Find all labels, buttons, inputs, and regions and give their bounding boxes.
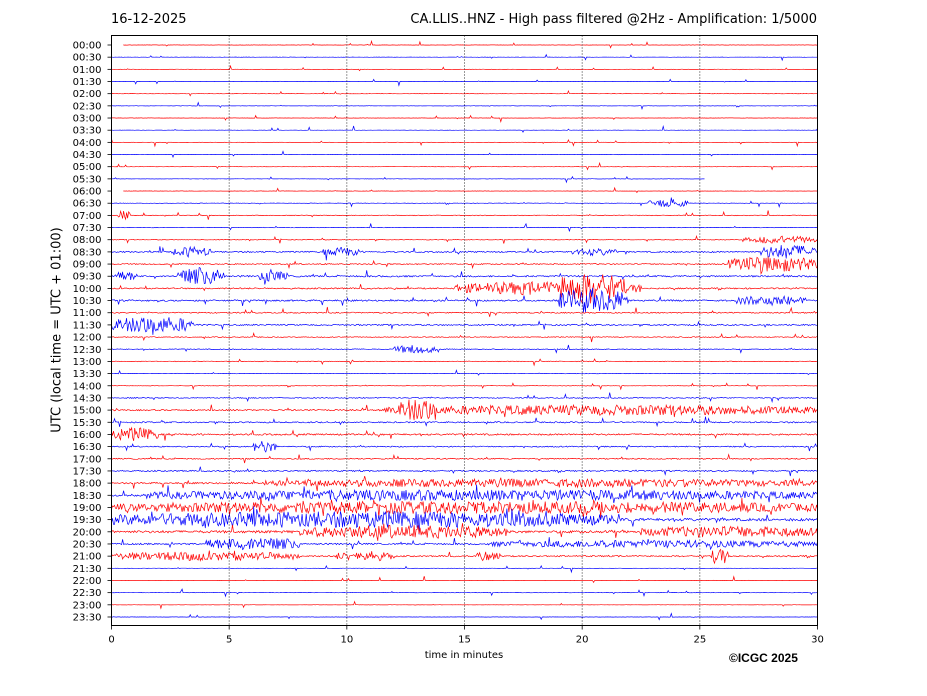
trace-0530 — [111, 175, 705, 184]
trace-1100 — [111, 306, 818, 317]
y-tick-label: 16:30 — [73, 442, 102, 453]
trace-1430 — [111, 392, 818, 404]
y-tick-label: 15:30 — [73, 418, 102, 429]
y-tick-label: 10:30 — [73, 296, 102, 307]
y-tick-label: 00:30 — [73, 53, 102, 64]
trace-2230 — [111, 588, 818, 598]
x-tick-label: 25 — [693, 635, 706, 646]
y-tick-label: 15:00 — [73, 406, 102, 417]
y-tick-label: 07:00 — [73, 211, 102, 222]
y-tick-label: 11:30 — [73, 320, 102, 331]
y-tick-label: 01:00 — [73, 65, 102, 76]
y-tick-label: 13:30 — [73, 369, 102, 380]
y-tick-label: 16:00 — [73, 430, 102, 441]
x-tick-labels: 0 5 10 15 20 25 30 — [108, 625, 824, 646]
y-tick-label: 03:00 — [73, 114, 102, 125]
trace-0500 — [111, 161, 818, 171]
y-tick-label: 18:00 — [73, 479, 102, 490]
y-tick-label: 17:00 — [73, 454, 102, 465]
y-tick-label: 04:30 — [73, 150, 102, 161]
y-tick-label: 06:00 — [73, 187, 102, 198]
y-tick-label: 21:30 — [73, 564, 102, 575]
trace-1600 — [111, 426, 818, 442]
trace-1530 — [111, 416, 818, 428]
trace-2100 — [111, 548, 818, 565]
y-tick-label: 18:30 — [73, 491, 102, 502]
y-tick-label: 11:00 — [73, 308, 102, 319]
y-tick-label: 10:00 — [73, 284, 102, 295]
copyright-label: ©ICGC 2025 — [729, 651, 798, 665]
y-tick-label: 05:30 — [73, 174, 102, 185]
y-tick-label: 08:00 — [73, 235, 102, 246]
trace-2030 — [111, 537, 818, 551]
trace-0100 — [111, 64, 818, 72]
y-tick-label: 13:00 — [73, 357, 102, 368]
y-tick-label: 20:30 — [73, 539, 102, 550]
grid-lines — [228, 35, 701, 626]
y-tick-label: 23:30 — [73, 612, 102, 623]
trace-0000 — [123, 39, 818, 49]
trace-1830 — [111, 484, 818, 504]
trace-0200 — [111, 90, 818, 97]
y-tick-label: 17:30 — [73, 466, 102, 477]
y-tick-label: 21:00 — [73, 552, 102, 563]
chart-title: CA.LLIS..HNZ - High pass filtered @2Hz -… — [410, 12, 817, 27]
y-tick-label: 19:30 — [73, 515, 102, 526]
y-tick-label: 02:00 — [73, 89, 102, 100]
trace-0400 — [111, 138, 818, 148]
trace-1230 — [111, 344, 818, 354]
y-tick-label: 12:00 — [73, 333, 102, 344]
y-tick-label: 00:00 — [73, 41, 102, 52]
trace-1400 — [111, 382, 818, 391]
trace-0300 — [111, 114, 818, 124]
trace-2200 — [111, 575, 818, 584]
trace-0930 — [111, 266, 818, 285]
y-tick-label: 22:30 — [73, 588, 102, 599]
y-tick-label: 02:30 — [73, 101, 102, 112]
trace-2300 — [111, 600, 818, 610]
y-tick-label: 06:30 — [73, 199, 102, 210]
trace-1300 — [111, 358, 818, 367]
trace-2330 — [111, 612, 818, 621]
x-tick-label: 10 — [340, 635, 353, 646]
trace-1900 — [111, 497, 818, 519]
y-tick-label: 09:00 — [73, 260, 102, 271]
x-tick-label: 5 — [226, 635, 232, 646]
trace-0630 — [111, 197, 818, 208]
y-tick-label: 08:30 — [73, 247, 102, 258]
trace-2000 — [111, 523, 818, 541]
date-label: 16-12-2025 — [111, 12, 187, 27]
y-tick-label: 14:30 — [73, 393, 102, 404]
y-tick-label: 01:30 — [73, 77, 102, 88]
trace-0230 — [111, 101, 818, 111]
y-tick-label: 23:00 — [73, 600, 102, 611]
y-tick-label: 07:30 — [73, 223, 102, 234]
y-tick-label: 04:00 — [73, 138, 102, 149]
x-tick-label: 20 — [576, 635, 589, 646]
y-tick-label: 14:00 — [73, 381, 102, 392]
y-tick-label: 20:00 — [73, 527, 102, 538]
trace-2130 — [111, 564, 818, 574]
trace-1200 — [111, 332, 818, 343]
y-tick-label: 12:30 — [73, 345, 102, 356]
y-tick-label: 09:30 — [73, 272, 102, 283]
trace-1330 — [111, 369, 818, 376]
trace-0600 — [123, 186, 818, 194]
y-tick-label: 03:30 — [73, 126, 102, 137]
plot-frame — [111, 35, 818, 626]
x-axis-label: time in minutes — [424, 650, 504, 661]
y-tick-label: 22:00 — [73, 576, 102, 587]
x-tick-label: 0 — [108, 635, 114, 646]
x-tick-label: 30 — [811, 635, 824, 646]
y-tick-label: 05:00 — [73, 162, 102, 173]
trace-0430 — [111, 150, 818, 159]
x-tick-label: 15 — [458, 635, 471, 646]
trace-1130 — [111, 317, 818, 335]
trace-0700 — [111, 209, 818, 221]
y-tick-label: 19:00 — [73, 503, 102, 514]
trace-0330 — [111, 125, 818, 133]
